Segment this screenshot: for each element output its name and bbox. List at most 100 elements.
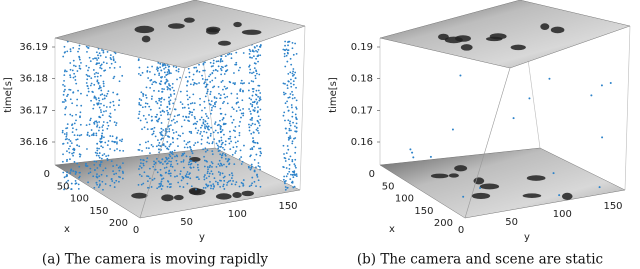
event-point [206,166,209,168]
event-point [258,99,261,102]
event-point [226,184,228,186]
event-point [248,129,251,132]
event-point [153,73,156,76]
event-point [237,69,240,72]
event-point [118,180,120,183]
event-point [179,76,182,79]
event-point [107,124,110,127]
event-point [100,161,103,163]
event-point [231,153,234,156]
event-point [140,91,143,94]
event-point [87,47,90,49]
event-point [160,122,163,124]
event-point [217,65,220,68]
event-point [69,74,71,77]
event-point [96,125,98,128]
event-point [98,156,101,159]
event-point [411,151,414,154]
event-point [166,71,169,74]
event-point [202,122,205,125]
event-point [291,106,293,109]
event-point [295,107,298,110]
event-point [206,88,209,91]
event-point [173,93,176,95]
event-point [167,148,170,151]
event-point [207,99,210,102]
event-point [204,81,206,84]
event-point [223,188,226,190]
event-point [287,80,290,83]
event-point [285,179,287,182]
event-point [256,175,259,178]
event-point [92,107,95,110]
event-point [284,92,287,95]
z-tick-label: 0.16 [351,137,373,148]
event-point [248,108,250,110]
event-point [183,166,185,169]
event-point [97,82,100,85]
event-point [67,93,69,96]
event-point [166,180,169,182]
event-point [259,54,262,57]
event-point [228,52,231,55]
z-tick-label: 36.19 [19,42,48,53]
event-point [548,77,551,80]
event-point [100,157,103,160]
event-point [71,114,74,117]
event-point [294,77,297,80]
event-point [242,179,245,181]
event-point [177,181,180,184]
event-point [251,147,254,149]
image-blob [206,26,221,33]
event-point [138,66,141,69]
event-point [79,115,81,118]
event-point [109,54,112,57]
event-point [88,75,91,78]
event-point [290,173,292,176]
event-point [122,172,124,174]
event-point [230,177,233,179]
event-point [283,175,286,178]
event-point [187,141,189,144]
event-point [249,155,252,158]
event-point [101,98,104,101]
event-point [76,162,79,165]
event-point [252,55,255,58]
event-point [150,115,153,118]
event-point [512,117,515,120]
event-point [255,94,258,97]
event-point [113,75,116,78]
event-point [65,127,68,130]
event-point [212,69,215,72]
event-point [188,120,191,123]
event-point [241,82,244,85]
event-point [159,66,162,69]
event-point [109,116,112,119]
event-point [191,152,194,155]
event-point [71,152,74,155]
event-point [283,111,286,114]
event-point [189,155,191,158]
event-point [179,173,182,175]
event-point [293,137,295,140]
event-point [119,66,122,68]
event-point [284,160,287,162]
event-point [66,50,69,53]
event-point [240,116,242,119]
event-point [179,185,181,188]
event-point [257,110,259,112]
event-point [211,79,214,82]
event-point [112,77,115,80]
event-point [287,148,290,151]
event-point [150,119,153,122]
event-point [95,154,98,157]
event-point [159,131,162,134]
event-point [224,65,227,68]
z-tick-label: 36.17 [19,105,48,116]
event-point [190,167,192,169]
event-point [202,62,205,65]
event-point [190,185,193,188]
event-point [183,146,186,149]
event-point [160,133,163,136]
event-point [166,106,169,108]
